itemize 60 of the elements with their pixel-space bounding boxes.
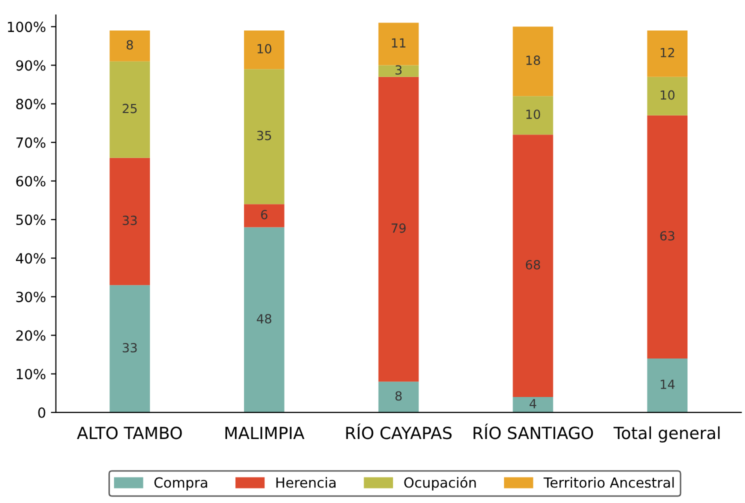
data-label: 4 bbox=[530, 399, 536, 408]
y-tick-label: 0 bbox=[38, 407, 46, 418]
bar bbox=[244, 204, 284, 228]
bar bbox=[647, 30, 688, 77]
bar bbox=[244, 227, 284, 412]
bar bbox=[378, 22, 419, 66]
bar bbox=[512, 96, 554, 135]
x-tick-label: RÍO CAYAPAS bbox=[346, 424, 452, 440]
data-label: 68 bbox=[526, 260, 540, 270]
data-label: 12 bbox=[660, 48, 674, 58]
bar bbox=[512, 26, 554, 96]
bar bbox=[110, 285, 150, 412]
y-tick-label: 20% bbox=[16, 330, 46, 341]
y-tick-label: 10% bbox=[16, 368, 46, 380]
data-label: 79 bbox=[392, 223, 406, 233]
bar bbox=[244, 30, 284, 70]
data-label: 25 bbox=[122, 104, 137, 114]
data-label: 8 bbox=[126, 40, 133, 50]
bar bbox=[647, 358, 688, 412]
data-label: 6 bbox=[261, 210, 268, 220]
data-label: 11 bbox=[392, 38, 406, 48]
x-tick-label: MALIMPIA bbox=[225, 426, 304, 440]
bar bbox=[110, 30, 150, 62]
bar bbox=[647, 115, 688, 358]
bar bbox=[512, 397, 554, 412]
y-tick-label: 40% bbox=[16, 253, 46, 264]
data-label: 10 bbox=[660, 90, 674, 100]
y-tick-label: 30% bbox=[16, 292, 46, 302]
y-tick-label: 60% bbox=[16, 176, 46, 186]
bar bbox=[244, 69, 284, 204]
bar bbox=[647, 76, 688, 116]
y-tick-label: 50% bbox=[16, 214, 46, 226]
data-label: 8 bbox=[395, 391, 402, 401]
y-tick-label: 70% bbox=[16, 137, 46, 148]
data-label: 63 bbox=[660, 231, 674, 241]
data-label: 18 bbox=[526, 56, 540, 66]
data-label: 35 bbox=[257, 130, 272, 140]
legend-label: Ocupación bbox=[404, 476, 476, 490]
x-tick-label: RÍO SANTIAGO bbox=[474, 424, 593, 440]
legend-label: Territorio Ancestral bbox=[544, 477, 674, 488]
x-tick-label: Total general bbox=[614, 426, 720, 442]
bar bbox=[378, 65, 419, 77]
legend-label: Compra bbox=[154, 477, 208, 490]
y-tick-label: 80% bbox=[16, 98, 46, 110]
data-label: 14 bbox=[660, 380, 675, 389]
y-tick-label: 100% bbox=[8, 22, 46, 32]
bar bbox=[512, 134, 554, 398]
y-tick-label: 90% bbox=[16, 60, 46, 71]
data-label: 10 bbox=[526, 110, 540, 120]
x-tick-label: ALTO TAMBO bbox=[76, 426, 182, 440]
data-label: 48 bbox=[256, 314, 272, 324]
bar bbox=[110, 158, 150, 286]
data-label: 3 bbox=[396, 65, 402, 75]
legend-label: Herencia bbox=[276, 477, 336, 488]
data-label: 33 bbox=[122, 342, 137, 352]
data-label: 33 bbox=[122, 216, 137, 226]
bar bbox=[378, 382, 419, 412]
bar bbox=[378, 76, 419, 382]
data-label: 10 bbox=[258, 44, 272, 54]
bar bbox=[110, 61, 150, 158]
